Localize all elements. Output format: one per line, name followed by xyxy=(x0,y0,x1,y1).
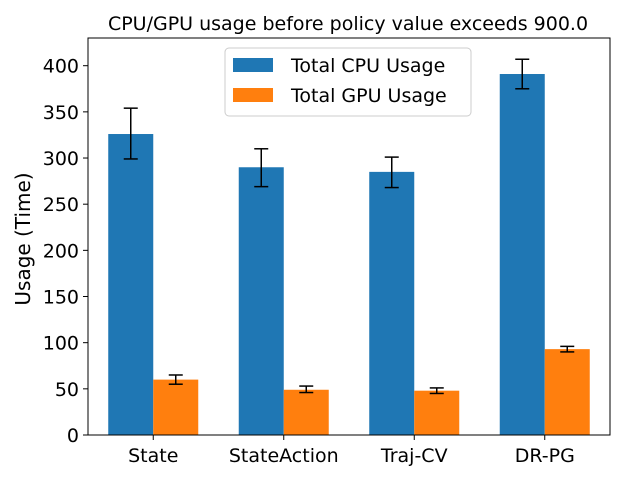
y-tick-label: 200 xyxy=(43,240,79,262)
legend-box xyxy=(224,47,472,117)
y-tick-label: 100 xyxy=(43,333,79,355)
y-tick-label: 250 xyxy=(43,194,79,216)
y-tick-label: 400 xyxy=(43,56,79,78)
bar-gpu-state xyxy=(153,379,199,435)
x-tick-label: State xyxy=(128,445,178,467)
x-tick-label: DR-PG xyxy=(515,445,575,467)
y-tick-label: 350 xyxy=(43,102,79,124)
legend: Total CPU Usage Total GPU Usage xyxy=(224,47,472,117)
bar-gpu-dr-pg xyxy=(544,349,590,435)
x-tick-label: Traj-CV xyxy=(380,445,448,467)
y-tick-label: 300 xyxy=(43,148,79,170)
y-tick-label: 0 xyxy=(67,425,79,447)
legend-swatch-gpu xyxy=(233,88,273,102)
bar-cpu-dr-pg xyxy=(499,74,545,436)
y-tick-label: 50 xyxy=(55,379,79,401)
legend-label-cpu: Total CPU Usage xyxy=(290,55,445,77)
y-axis-label: Usage (Time) xyxy=(11,172,35,305)
bar-cpu-state xyxy=(108,134,154,435)
axes-frame xyxy=(87,37,611,436)
bar-cpu-stateaction xyxy=(238,167,284,436)
legend-swatch-cpu xyxy=(233,58,273,72)
y-tick-label: 150 xyxy=(43,287,79,309)
chart-title: CPU/GPU usage before policy value exceed… xyxy=(108,13,588,35)
bar-cpu-traj-cv xyxy=(369,171,415,436)
x-tick-label: StateAction xyxy=(229,445,339,467)
plot-area: 0 50 100 150 200 250 300 350 400 State StateAction… xyxy=(43,37,611,467)
legend-label-gpu: Total GPU Usage xyxy=(290,85,447,107)
bar-gpu-traj-cv xyxy=(414,390,460,435)
bar-gpu-stateaction xyxy=(283,389,329,435)
